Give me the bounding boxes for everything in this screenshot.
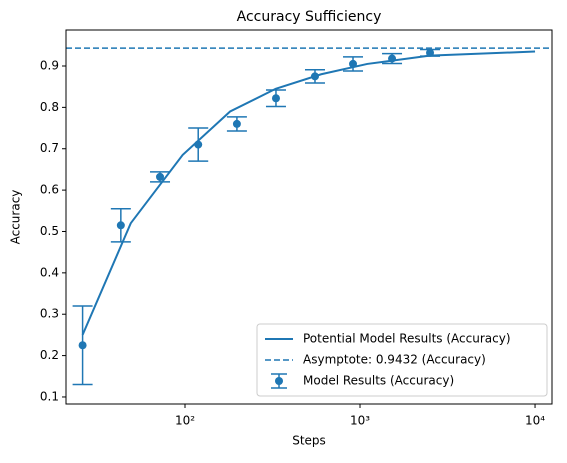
point xyxy=(232,119,241,128)
point xyxy=(156,172,165,181)
x-tick-label: 10³ xyxy=(350,414,370,428)
y-tick-label: 0.7 xyxy=(40,141,59,155)
point xyxy=(388,54,397,63)
legend-label: Asymptote: 0.9432 (Accuracy) xyxy=(303,353,486,367)
y-tick-label: 0.9 xyxy=(40,58,59,72)
legend-box xyxy=(256,323,548,397)
legend-label: Potential Model Results (Accuracy) xyxy=(303,332,511,346)
y-tick-label: 0.4 xyxy=(40,265,59,279)
y-tick-label: 0.8 xyxy=(40,100,59,114)
y-axis-label: Accuracy xyxy=(9,190,23,245)
legend-label: Model Results (Accuracy) xyxy=(303,374,454,388)
point xyxy=(310,72,319,81)
plot-frame xyxy=(65,29,553,405)
y-tick-label: 0.1 xyxy=(40,389,59,403)
line xyxy=(81,50,536,336)
point xyxy=(116,221,125,230)
y-tick-label: 0.2 xyxy=(40,348,59,362)
y-tick-label: 0.6 xyxy=(40,183,59,197)
x-axis-label: Steps xyxy=(292,434,326,448)
point xyxy=(271,94,280,103)
legend-swatch xyxy=(275,377,283,385)
y-tick-label: 0.5 xyxy=(40,224,59,238)
point xyxy=(426,48,435,57)
x-tick-label: 10⁴ xyxy=(525,414,545,428)
point xyxy=(349,59,358,68)
point xyxy=(194,140,203,149)
point xyxy=(78,341,87,350)
x-tick-label: 10² xyxy=(175,414,195,428)
chart-title: Accuracy Sufficiency xyxy=(237,9,382,25)
y-tick-label: 0.3 xyxy=(40,307,59,321)
